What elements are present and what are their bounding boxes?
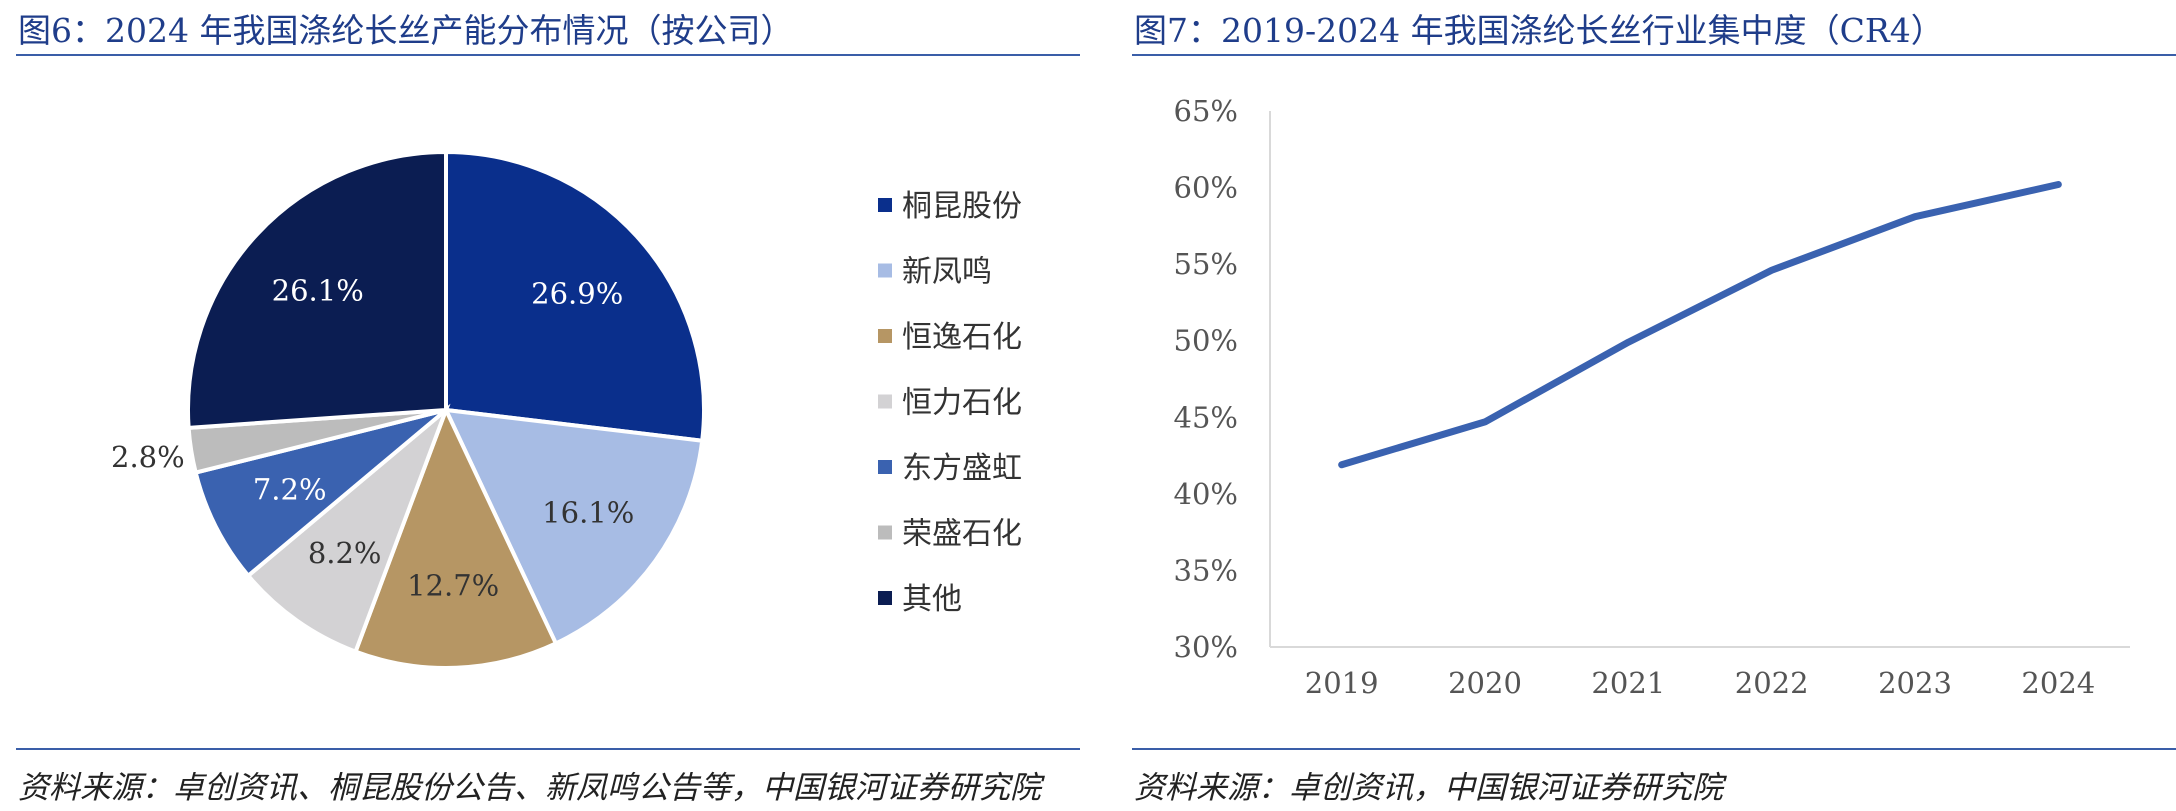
x-tick-label: 2024	[2021, 666, 2095, 700]
legend-label: 新凤鸣	[902, 255, 992, 290]
pie-data-label: 26.1%	[272, 273, 364, 307]
legend-swatch	[878, 525, 892, 540]
legend-swatch	[878, 263, 892, 278]
y-tick-label: 65%	[1174, 94, 1238, 128]
figure-7-source: 资料来源：卓创资讯，中国银河证券研究院	[1134, 770, 1723, 806]
figure-6-source: 资料来源：卓创资讯、桐昆股份公告、新凤鸣公告等，中国银河证券研究院	[18, 770, 1041, 806]
pie-slice-0	[444, 149, 706, 443]
legend-swatch	[878, 198, 892, 212]
pie-data-label: 12.7%	[407, 568, 499, 602]
x-tick-label: 2022	[1735, 666, 1809, 700]
source-rule	[16, 748, 1080, 750]
figure-6-title: 图6：2024 年我国涤纶长丝产能分布情况（按公司）	[18, 11, 794, 50]
series-line-0	[1338, 181, 2062, 469]
pie-data-label: 8.2%	[308, 536, 382, 570]
x-tick-label: 2020	[1448, 666, 1522, 700]
pie-slice-6	[186, 149, 448, 430]
legend-label: 恒力石化	[902, 386, 1022, 421]
source-rule	[1132, 748, 2176, 750]
pie-slice-2	[352, 404, 559, 670]
right-figure: 图7：2019-2024 年我国涤纶长丝行业集中度（CR4） 30% 35% 40%…	[1120, 0, 2176, 811]
pie-data-label: 2.8%	[111, 440, 185, 474]
x-tick-label: 2023	[1878, 666, 1952, 700]
y-tick-label: 30%	[1174, 630, 1238, 664]
legend-swatch	[878, 460, 892, 474]
line-chart: 30% 35% 40% 45% 50% 55% 60% 65% 2019 2020 2021 2022…	[1174, 94, 2130, 700]
legend-swatch	[878, 329, 892, 343]
x-tick-label: 2021	[1591, 666, 1665, 700]
legend-label: 东方盛虹	[902, 451, 1022, 486]
figure-7-title: 图7：2019-2024 年我国涤纶长丝行业集中度（CR4）	[1134, 11, 1944, 50]
pie-slice-4	[193, 408, 448, 579]
legend-swatch	[878, 394, 892, 409]
legend-label: 其他	[902, 582, 962, 617]
pie-data-label: 7.2%	[253, 473, 327, 507]
pie-chart: 26.9% 16.1% 12.7% 8.2% 7.2% 2.8% 26.1% 桐昆股份新凤鸣恒…	[111, 149, 1022, 670]
legend-label: 恒逸石化	[902, 320, 1022, 355]
legend-label: 桐昆股份	[902, 189, 1022, 224]
left-figure: 图6：2024 年我国涤纶长丝产能分布情况（按公司） 26.9% 16.1% 12.…	[16, 11, 1080, 806]
legend-swatch	[878, 591, 892, 605]
pie-slice-3	[245, 403, 451, 655]
title-rule	[1132, 54, 2176, 56]
pie-data-label: 16.1%	[542, 496, 634, 530]
y-tick-label: 60%	[1174, 171, 1238, 205]
y-tick-label: 55%	[1174, 247, 1238, 281]
legend-label: 荣盛石化	[902, 517, 1022, 552]
y-tick-label: 50%	[1174, 324, 1238, 358]
y-tick-label: 40%	[1174, 477, 1238, 511]
pie-slice-1	[442, 407, 705, 647]
title-rule	[16, 54, 1080, 56]
pie-data-label: 26.9%	[531, 277, 623, 311]
y-tick-label: 45%	[1174, 400, 1238, 434]
y-tick-label: 35%	[1174, 553, 1238, 587]
x-tick-label: 2019	[1305, 666, 1379, 700]
